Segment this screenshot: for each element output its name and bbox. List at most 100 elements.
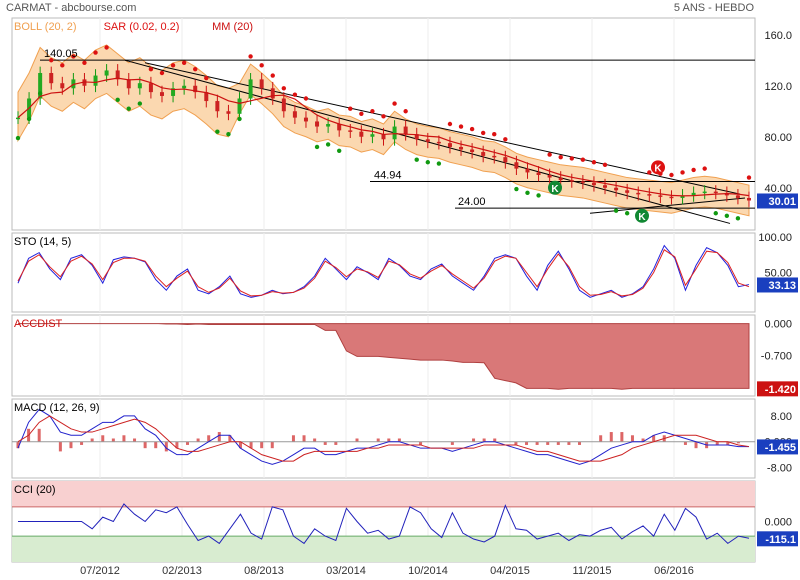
- candle-body: [348, 130, 353, 132]
- sar-dot: [115, 97, 120, 102]
- x-tick-label: 06/2016: [654, 565, 694, 577]
- candle-body: [237, 98, 242, 114]
- last-value-box: [757, 193, 798, 209]
- sar-dot: [37, 91, 43, 96]
- sar-dot: [381, 114, 386, 119]
- sar-dot: [414, 157, 419, 162]
- k-marker-label: K: [654, 163, 662, 174]
- candle-body: [49, 73, 54, 84]
- x-tick-label: 07/2012: [80, 565, 120, 577]
- candle-body: [337, 124, 342, 131]
- y-tick-label: 8.00: [771, 411, 792, 423]
- sar-dot: [60, 63, 65, 68]
- sar-dot: [669, 172, 674, 178]
- annotation-label: 140.05: [44, 48, 78, 60]
- x-tick-label: 10/2014: [408, 565, 448, 577]
- sar-dot: [370, 109, 375, 114]
- panel-frame-2: [11, 314, 756, 397]
- sar-dot: [15, 135, 21, 141]
- candle-body: [669, 196, 674, 199]
- legend-entry: MM (20): [212, 21, 253, 33]
- sar-dot: [336, 148, 342, 153]
- annotation-label: 24.00: [458, 196, 486, 208]
- last-value-box: [757, 277, 798, 293]
- sar-dot: [469, 126, 475, 132]
- candle-body: [713, 191, 718, 194]
- sar-dot: [104, 45, 109, 50]
- legend-entry: STO (14, 5): [14, 236, 71, 248]
- panel-frame-1: [11, 232, 756, 313]
- candle-body: [459, 146, 464, 150]
- k-marker: [651, 160, 665, 175]
- legend-entry: CCI (20): [14, 484, 56, 496]
- sar-dot: [71, 54, 76, 59]
- sar-dot: [270, 73, 275, 78]
- legend-entry: SAR (0.02, 0.2): [104, 21, 180, 33]
- sar-dot: [82, 60, 87, 65]
- candle-body: [481, 152, 486, 156]
- candle-body: [558, 177, 563, 181]
- candle-body: [425, 139, 430, 142]
- last-value-box: [757, 381, 798, 397]
- legend-entry: MACD (12, 26, 9): [14, 402, 100, 414]
- sar-dot: [602, 162, 608, 167]
- candle-body: [447, 143, 452, 147]
- last-value-label: -1.420: [765, 384, 796, 396]
- k-marker: [635, 208, 649, 223]
- candle-body: [182, 85, 187, 89]
- sar-dot: [724, 213, 730, 218]
- sar-dot: [735, 216, 741, 221]
- candle-body: [525, 168, 530, 173]
- candle-body: [536, 172, 541, 175]
- sar-dot: [325, 142, 331, 147]
- x-tick-label: 03/2014: [326, 565, 366, 577]
- candle-body: [126, 79, 131, 89]
- y-tick-label: 80.00: [764, 132, 792, 144]
- legend-entry: BOLL (20, 2): [14, 21, 77, 33]
- candle-body: [381, 134, 386, 140]
- sar-dot: [525, 190, 530, 196]
- macd-line: [17, 415, 750, 462]
- macd-line: [17, 408, 749, 465]
- sar-dot: [259, 63, 264, 68]
- candle-body: [16, 117, 20, 120]
- last-value-label: 33.13: [768, 280, 796, 292]
- sar-dot: [458, 124, 464, 129]
- sar-dot: [159, 70, 165, 76]
- candle-body: [580, 181, 585, 183]
- sar-dot: [126, 106, 131, 111]
- candle-body: [680, 195, 685, 198]
- sar-dot: [181, 60, 187, 65]
- sar-dot: [503, 137, 508, 142]
- candle-body: [591, 182, 596, 186]
- moving-average-line: [17, 77, 750, 197]
- candle-body: [193, 85, 198, 93]
- candle-body: [137, 83, 142, 89]
- sar-dot: [281, 86, 287, 91]
- sar-dot: [547, 152, 552, 157]
- sar-dot: [204, 75, 209, 81]
- candle-body: [248, 79, 253, 99]
- y-tick-label: 100.00: [758, 232, 792, 244]
- cci-overbought-zone: [12, 481, 755, 507]
- k-marker-label: K: [638, 212, 646, 223]
- sar-dot: [580, 157, 586, 162]
- cci-oversold-zone: [12, 536, 755, 562]
- sar-dot: [292, 92, 298, 97]
- trend-line: [144, 62, 741, 195]
- candle-body: [470, 149, 475, 153]
- sar-dot: [569, 156, 574, 161]
- candle-body: [614, 187, 619, 191]
- sar-dot: [215, 129, 220, 134]
- annotation-label: 44.94: [374, 169, 402, 181]
- sar-dot: [49, 58, 54, 63]
- candle-body: [171, 88, 176, 96]
- y-tick-label: -0.700: [761, 351, 792, 363]
- candle-body: [104, 70, 109, 76]
- y-tick-label: 120.0: [764, 81, 792, 93]
- sar-dot: [558, 154, 563, 160]
- y-tick-label: 0.000: [764, 517, 792, 529]
- x-tick-label: 11/2015: [573, 565, 612, 577]
- sar-dot: [314, 144, 320, 150]
- sar-dot: [193, 66, 198, 72]
